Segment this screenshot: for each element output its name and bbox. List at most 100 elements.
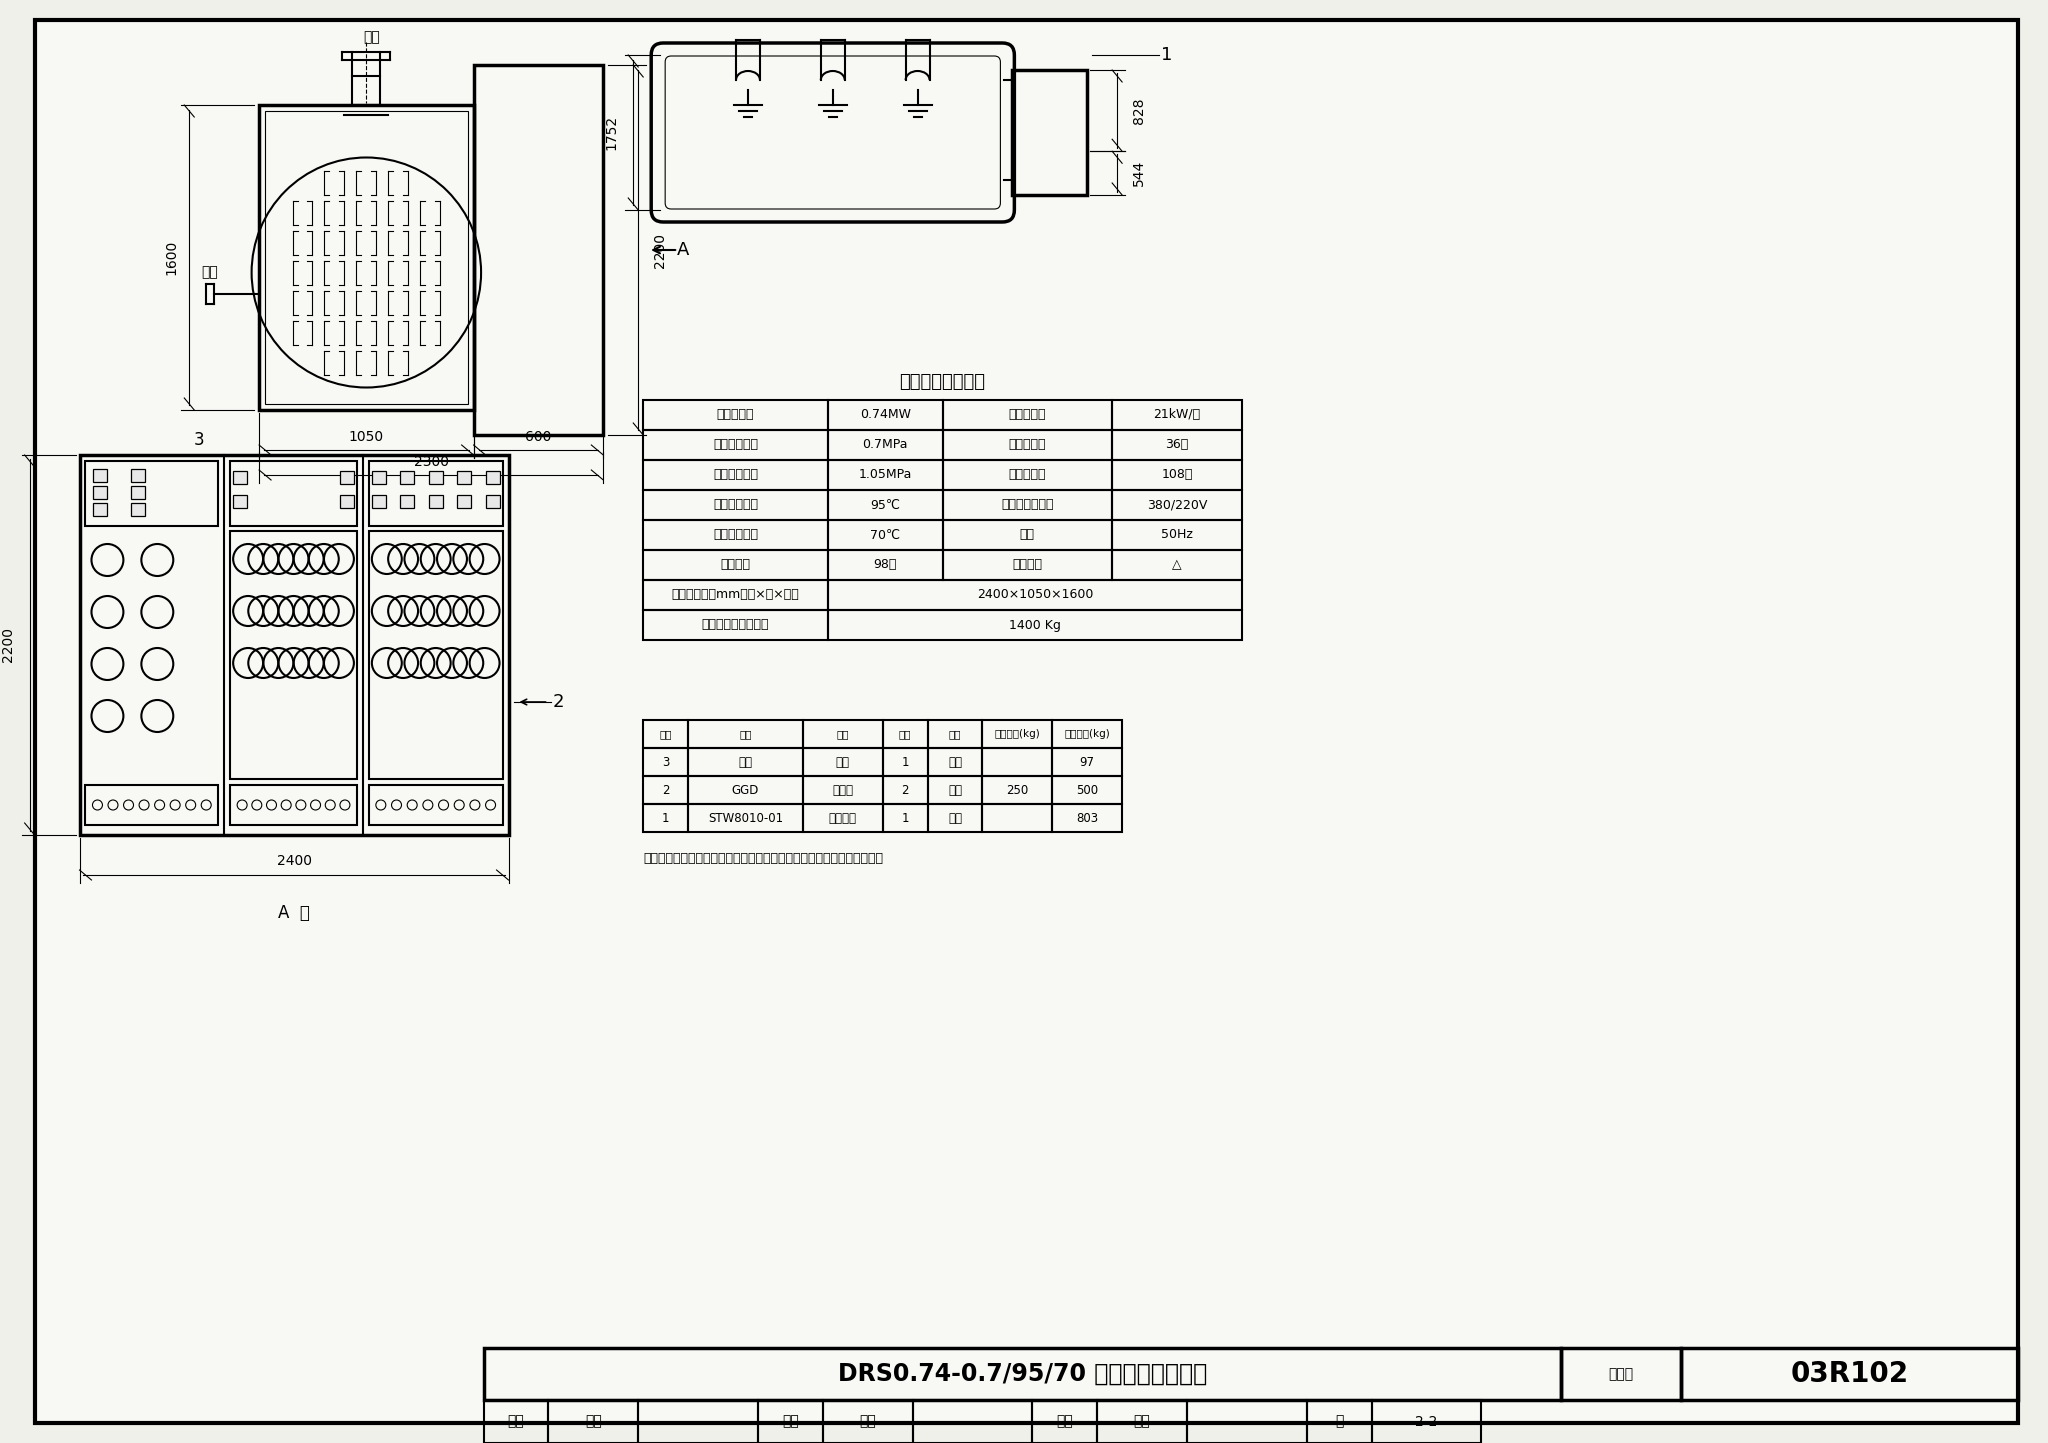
- Text: 2: 2: [553, 693, 563, 711]
- Text: 95℃: 95℃: [870, 498, 901, 511]
- Bar: [942, 550, 1112, 580]
- Text: 97: 97: [1079, 756, 1096, 769]
- Bar: [229, 460, 356, 527]
- Bar: [928, 720, 983, 747]
- Text: 电热管功率: 电热管功率: [1008, 408, 1047, 421]
- Bar: [94, 486, 106, 499]
- Text: 3: 3: [662, 756, 670, 769]
- Bar: [883, 720, 928, 747]
- Bar: [827, 400, 942, 430]
- Text: 锅炉外型尺寸mm（长×宽×高）: 锅炉外型尺寸mm（长×宽×高）: [672, 589, 799, 602]
- Text: 锅炉主要技术性能: 锅炉主要技术性能: [899, 372, 985, 391]
- Bar: [827, 610, 1241, 641]
- Bar: [688, 804, 803, 833]
- Text: GGD: GGD: [731, 784, 760, 797]
- Bar: [1012, 71, 1087, 195]
- Bar: [483, 1348, 1561, 1400]
- Bar: [373, 470, 385, 483]
- Bar: [1112, 519, 1241, 550]
- Bar: [1053, 747, 1122, 776]
- Bar: [1307, 1400, 1372, 1443]
- Text: 电热管支数: 电热管支数: [1008, 469, 1047, 482]
- Text: 03R102: 03R102: [1790, 1359, 1909, 1388]
- Text: 1.05MPa: 1.05MPa: [858, 469, 911, 482]
- Bar: [803, 747, 883, 776]
- Bar: [549, 1400, 639, 1443]
- Text: 锅炉本体: 锅炉本体: [829, 811, 856, 824]
- Text: 校对: 校对: [782, 1414, 799, 1429]
- Bar: [473, 65, 604, 434]
- Bar: [1681, 1348, 2017, 1400]
- Bar: [928, 747, 983, 776]
- Bar: [1098, 1400, 1188, 1443]
- Bar: [983, 804, 1053, 833]
- Text: 组件: 组件: [948, 756, 963, 769]
- Text: 额定出口温度: 额定出口温度: [713, 498, 758, 511]
- Bar: [983, 776, 1053, 804]
- Bar: [1112, 400, 1241, 430]
- Bar: [643, 720, 688, 747]
- Bar: [688, 776, 803, 804]
- Text: 注：本图根据北京凯达秦泰电热设备有限责任公司产品的技术资料编制。: 注：本图根据北京凯达秦泰电热设备有限责任公司产品的技术资料编制。: [643, 851, 883, 864]
- Text: 1: 1: [901, 756, 909, 769]
- Text: 额定回口温度: 额定回口温度: [713, 528, 758, 541]
- Bar: [1112, 460, 1241, 491]
- Bar: [942, 430, 1112, 460]
- Bar: [827, 491, 942, 519]
- Text: 2300: 2300: [414, 455, 449, 469]
- Bar: [369, 531, 502, 779]
- Bar: [373, 495, 385, 508]
- Bar: [643, 491, 827, 519]
- Text: 1: 1: [901, 811, 909, 824]
- Bar: [1053, 776, 1122, 804]
- Bar: [643, 580, 827, 610]
- Bar: [94, 469, 106, 482]
- Bar: [131, 469, 145, 482]
- Text: 1: 1: [662, 811, 670, 824]
- Text: △: △: [1171, 558, 1182, 571]
- Text: 98％: 98％: [874, 558, 897, 571]
- Bar: [639, 1400, 758, 1443]
- Text: 2200: 2200: [653, 232, 668, 267]
- Bar: [823, 1400, 913, 1443]
- Text: 控制柜: 控制柜: [831, 784, 854, 797]
- Text: 0.7MPa: 0.7MPa: [862, 439, 907, 452]
- Bar: [803, 720, 883, 747]
- Text: 名称: 名称: [836, 729, 850, 739]
- Text: 1400 Kg: 1400 Kg: [1010, 619, 1061, 632]
- Text: 21kW/组: 21kW/组: [1153, 408, 1200, 421]
- Bar: [352, 76, 381, 105]
- Bar: [688, 747, 803, 776]
- Bar: [827, 460, 942, 491]
- Bar: [758, 1400, 823, 1443]
- Text: 3: 3: [195, 431, 205, 449]
- Text: 总计重量(kg): 总计重量(kg): [1065, 729, 1110, 739]
- Bar: [428, 495, 442, 508]
- Bar: [260, 105, 473, 410]
- Bar: [883, 776, 928, 804]
- Bar: [643, 610, 827, 641]
- Text: 齐杰: 齐杰: [860, 1414, 877, 1429]
- Bar: [485, 495, 500, 508]
- Text: 审核: 审核: [508, 1414, 524, 1429]
- Text: 828: 828: [1133, 97, 1147, 124]
- Text: 电热管组数: 电热管组数: [1008, 439, 1047, 452]
- Bar: [688, 720, 803, 747]
- Bar: [942, 460, 1112, 491]
- Bar: [643, 430, 827, 460]
- Text: 额定热功率: 额定热功率: [717, 408, 754, 421]
- Bar: [928, 804, 983, 833]
- Bar: [233, 495, 248, 508]
- Bar: [229, 785, 356, 825]
- Bar: [803, 804, 883, 833]
- Text: 图集号: 图集号: [1608, 1367, 1634, 1381]
- Bar: [983, 720, 1053, 747]
- Text: 36组: 36组: [1165, 439, 1188, 452]
- Bar: [643, 460, 827, 491]
- Text: 频率: 频率: [1020, 528, 1034, 541]
- Text: 70℃: 70℃: [870, 528, 901, 541]
- Text: 2: 2: [662, 784, 670, 797]
- Text: 1600: 1600: [164, 240, 178, 276]
- Bar: [399, 495, 414, 508]
- Bar: [340, 470, 354, 483]
